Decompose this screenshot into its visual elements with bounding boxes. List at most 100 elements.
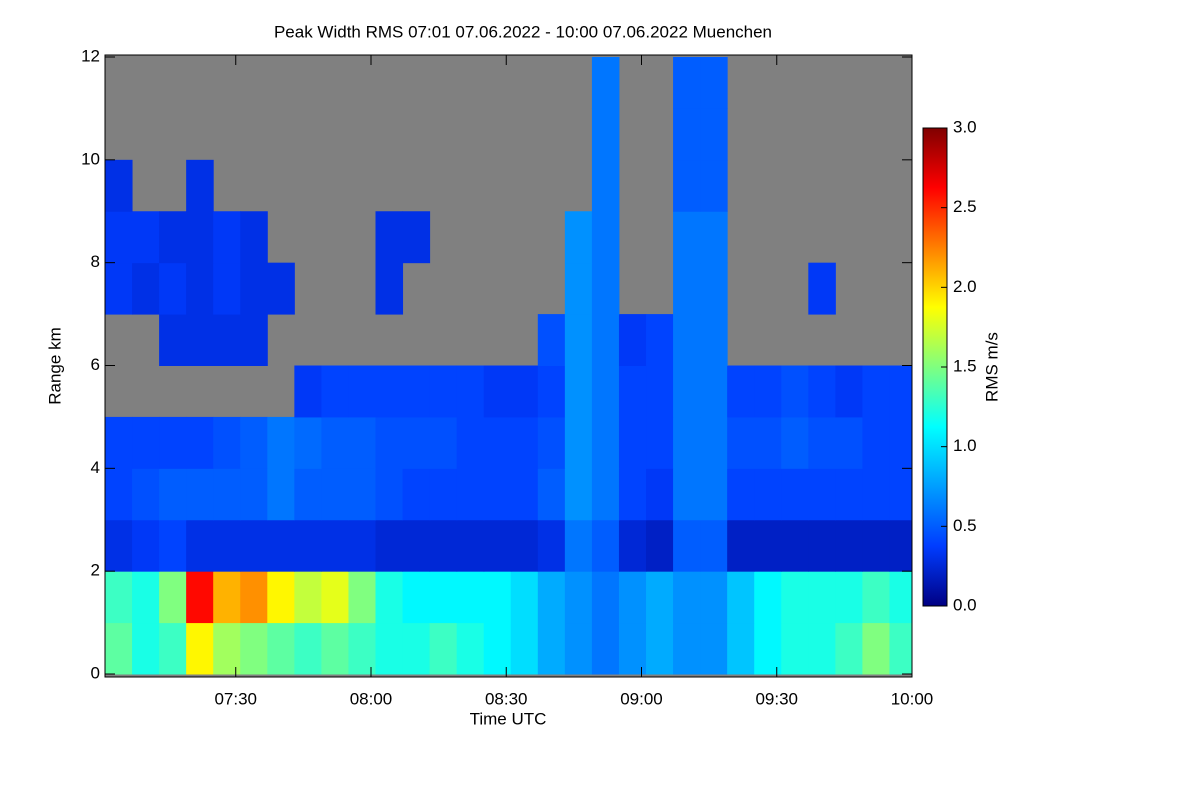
heatmap-cell bbox=[808, 468, 836, 521]
heatmap-cell bbox=[132, 468, 160, 521]
heatmap-cell bbox=[591, 468, 620, 521]
heatmap-cell bbox=[781, 365, 809, 418]
heatmap-cell bbox=[132, 571, 160, 624]
heatmap-cell bbox=[105, 571, 133, 624]
heatmap-cell bbox=[240, 468, 268, 521]
colorbar-tick-label: 2.0 bbox=[953, 277, 977, 296]
heatmap-cell bbox=[754, 519, 782, 572]
heatmap-cell bbox=[429, 365, 458, 418]
heatmap-cell bbox=[673, 468, 701, 521]
heatmap-cell bbox=[321, 468, 349, 521]
heatmap-cell bbox=[835, 365, 863, 418]
heatmap-cell bbox=[294, 468, 322, 521]
heatmap-cell bbox=[186, 211, 214, 264]
y-tick-label: 6 bbox=[91, 355, 100, 374]
heatmap-cell bbox=[510, 468, 539, 521]
heatmap-cell bbox=[673, 622, 701, 675]
heatmap-cell bbox=[591, 571, 620, 624]
heatmap-cell bbox=[213, 622, 241, 675]
heatmap-cell bbox=[727, 468, 755, 521]
heatmap-cell bbox=[456, 519, 485, 572]
heatmap-cell bbox=[132, 211, 160, 264]
x-tick-label: 09:30 bbox=[755, 689, 798, 708]
heatmap-cell bbox=[267, 519, 295, 572]
heatmap-cell bbox=[294, 622, 322, 675]
heatmap-cell bbox=[862, 622, 890, 675]
heatmap-cell bbox=[186, 571, 214, 624]
heatmap-cell bbox=[781, 519, 809, 572]
heatmap-cell bbox=[700, 57, 728, 109]
heatmap-cell bbox=[240, 571, 268, 624]
heatmap-cell bbox=[646, 468, 674, 521]
heatmap-cell bbox=[429, 519, 458, 572]
heatmap-cell bbox=[240, 211, 268, 264]
y-tick-label: 8 bbox=[91, 252, 100, 271]
heatmap-cell bbox=[240, 519, 268, 572]
heatmap-cell bbox=[862, 468, 890, 521]
heatmap-cell bbox=[294, 571, 322, 624]
heatmap-cell bbox=[646, 519, 674, 572]
heatmap-cell bbox=[646, 365, 674, 418]
heatmap-cell bbox=[618, 314, 647, 366]
heatmap-cell bbox=[673, 519, 701, 572]
heatmap-cell bbox=[402, 365, 431, 418]
heatmap-cell bbox=[159, 622, 187, 675]
heatmap-cell bbox=[132, 416, 160, 469]
x-tick-label: 08:00 bbox=[350, 689, 393, 708]
heatmap-cell bbox=[754, 365, 782, 418]
heatmap-cell bbox=[159, 211, 187, 264]
heatmap-cell bbox=[700, 108, 728, 161]
heatmap-cell bbox=[321, 571, 349, 624]
heatmap-cell bbox=[646, 571, 674, 624]
colorbar-tick-label: 2.5 bbox=[953, 197, 977, 216]
heatmap-cell bbox=[402, 622, 431, 675]
heatmap-cell bbox=[835, 416, 863, 469]
heatmap-cell bbox=[808, 262, 836, 315]
heatmap-cell bbox=[132, 262, 160, 315]
heatmap-cell bbox=[429, 571, 458, 624]
heatmap-cell bbox=[510, 416, 539, 469]
heatmap-cell bbox=[159, 519, 187, 572]
heatmap-cell bbox=[673, 571, 701, 624]
heatmap-cell bbox=[700, 211, 728, 264]
heatmap-cell bbox=[564, 211, 593, 264]
heatmap-cell bbox=[267, 571, 295, 624]
heatmap-cell bbox=[213, 416, 241, 469]
heatmap-cell bbox=[483, 622, 512, 675]
chart-title: Peak Width RMS 07:01 07.06.2022 - 10:00 … bbox=[274, 22, 772, 41]
heatmap-cell bbox=[591, 211, 620, 264]
heatmap-cell bbox=[673, 57, 701, 109]
heatmap-cell bbox=[564, 571, 593, 624]
heatmap-cell bbox=[727, 622, 755, 675]
heatmap-cell bbox=[375, 622, 404, 675]
colorbar-tick-label: 0.5 bbox=[953, 516, 977, 535]
heatmap-cell bbox=[483, 571, 512, 624]
colorbar-tick-label: 1.0 bbox=[953, 436, 977, 455]
heatmap-cell bbox=[321, 365, 349, 418]
heatmap-cell bbox=[132, 519, 160, 572]
heatmap-cell bbox=[321, 519, 349, 572]
heatmap-cell bbox=[429, 468, 458, 521]
heatmap-cell bbox=[835, 468, 863, 521]
heatmap-cell bbox=[240, 416, 268, 469]
heatmap-cell bbox=[591, 262, 620, 315]
heatmap-cell bbox=[564, 468, 593, 521]
heatmap-cell bbox=[781, 571, 809, 624]
heatmap-cell bbox=[213, 314, 241, 366]
heatmap-cell bbox=[781, 622, 809, 675]
heatmap-cell bbox=[889, 571, 912, 624]
heatmap-cell bbox=[700, 314, 728, 366]
heatmap-cell bbox=[808, 622, 836, 675]
heatmap-cell bbox=[456, 571, 485, 624]
heatmap-cell bbox=[862, 519, 890, 572]
heatmap-cell bbox=[375, 365, 404, 418]
heatmap-cell bbox=[727, 416, 755, 469]
heatmap-cell bbox=[213, 262, 241, 315]
heatmap-cell bbox=[159, 314, 187, 366]
heatmap-cell bbox=[700, 571, 728, 624]
heatmap-cell bbox=[835, 519, 863, 572]
heatmap-cell bbox=[781, 416, 809, 469]
y-tick-label: 10 bbox=[81, 149, 100, 168]
heatmap-cell bbox=[673, 416, 701, 469]
